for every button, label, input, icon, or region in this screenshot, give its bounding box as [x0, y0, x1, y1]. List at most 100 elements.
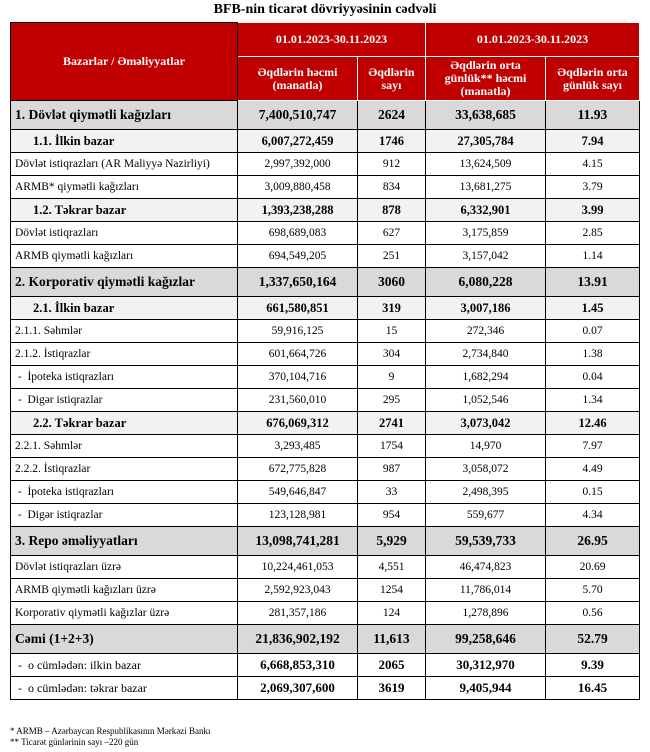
cell-avg-count: 1.45: [545, 296, 640, 320]
cell-count: 1254: [357, 578, 426, 602]
cell-volume: 59,916,125: [237, 319, 358, 343]
table-row: - Digər istiqrazlar 123,128,981 954 559,677…: [10, 503, 640, 527]
cell-count: 2741: [357, 411, 426, 435]
row-label: ARMB* qiymətli kağızları: [10, 175, 238, 199]
cell-avg-volume: 6,080,228: [425, 267, 546, 297]
row-label: ARMB qiymətli kağızları: [10, 244, 238, 268]
row-label: 2.1. İlkin bazar: [10, 296, 238, 320]
cell-avg-volume: 3,157,042: [425, 244, 546, 268]
cell-count: 319: [357, 296, 426, 320]
table-row: Dövlət istiqrazları (AR Maliyyə Nazirliy…: [10, 152, 640, 176]
cell-volume: 1,337,650,164: [237, 267, 358, 297]
cell-avg-count: 5.70: [545, 578, 640, 602]
cell-volume: 13,098,741,281: [237, 526, 358, 556]
cell-volume: 10,224,461,053: [237, 555, 358, 579]
cell-avg-count: 4.34: [545, 503, 640, 527]
cell-avg-volume: 9,405,944: [425, 676, 546, 700]
cell-avg-count: 16.45: [545, 676, 640, 700]
row-label: 2.1.2. İstiqrazlar: [10, 342, 238, 366]
footnote-armb: * ARMB – Azərbaycan Respublikasının Mərk…: [10, 726, 211, 736]
table-row: 2.1.2. İstiqrazlar 601,664,726 304 2,734,84…: [10, 342, 640, 366]
cell-avg-count: 3.79: [545, 175, 640, 199]
cell-avg-count: 11.93: [545, 100, 640, 130]
row-label: 1. Dövlət qiymətli kağızları: [10, 100, 238, 130]
cell-volume: 2,592,923,043: [237, 578, 358, 602]
cell-count: 9: [357, 365, 426, 389]
table-row: 1.2. Təkrar bazar 1,393,238,288 878 6,332,9…: [10, 198, 640, 222]
cell-count: 987: [357, 457, 426, 481]
cell-avg-count: 26.95: [545, 526, 640, 556]
cell-avg-count: 0.07: [545, 319, 640, 343]
table-row: - o cümlədən: təkrar bazar 2,069,307,600 3…: [10, 676, 640, 700]
cell-avg-count: 7.97: [545, 434, 640, 458]
cell-count: 1746: [357, 129, 426, 153]
cell-count: 627: [357, 221, 426, 245]
header-period-2: 01.01.2023-30.11.2023: [425, 22, 640, 57]
cell-avg-volume: 99,258,646: [425, 624, 546, 654]
cell-count: 2624: [357, 100, 426, 130]
table-row: Cəmi (1+2+3) 21,836,902,192 11,613 99,258,6…: [10, 624, 640, 654]
row-label: - o cümlədən: təkrar bazar: [10, 676, 238, 700]
cell-avg-count: 0.15: [545, 480, 640, 504]
cell-avg-volume: 27,305,784: [425, 129, 546, 153]
table-row: Korporativ qiymətli kağızlar üzrə 281,357…: [10, 601, 640, 625]
row-label: Korporativ qiymətli kağızlar üzrə: [10, 601, 238, 625]
cell-avg-volume: 13,681,275: [425, 175, 546, 199]
cell-count: 954: [357, 503, 426, 527]
cell-count: 834: [357, 175, 426, 199]
cell-volume: 1,393,238,288: [237, 198, 358, 222]
row-label: 3. Repo əməliyyatları: [10, 526, 238, 556]
table-row: ARMB* qiymətli kağızları 3,009,880,458 834…: [10, 175, 640, 199]
cell-volume: 231,560,010: [237, 388, 358, 412]
cell-volume: 21,836,902,192: [237, 624, 358, 654]
cell-avg-volume: 1,278,896: [425, 601, 546, 625]
cell-avg-volume: 33,638,685: [425, 100, 546, 130]
header-period-1: 01.01.2023-30.11.2023: [237, 22, 426, 57]
cell-count: 295: [357, 388, 426, 412]
cell-volume: 601,664,726: [237, 342, 358, 366]
table-row: Dövlət istiqrazları üzrə 10,224,461,053 4,…: [10, 555, 640, 579]
cell-count: 2065: [357, 653, 426, 677]
table-row: - İpoteka istiqrazları 549,646,847 33 2,498…: [10, 480, 640, 504]
table-row: 2.2.2. İstiqrazlar 672,775,828 987 3,058,07…: [10, 457, 640, 481]
cell-avg-volume: 272,346: [425, 319, 546, 343]
cell-avg-count: 9.39: [545, 653, 640, 677]
cell-avg-count: 7.94: [545, 129, 640, 153]
cell-volume: 676,069,312: [237, 411, 358, 435]
footnotes: * ARMB – Azərbaycan Respublikasının Mərk…: [10, 726, 210, 748]
row-label: ARMB qiymətli kağızları üzrə: [10, 578, 238, 602]
cell-avg-volume: 11,786,014: [425, 578, 546, 602]
cell-avg-volume: 13,624,509: [425, 152, 546, 176]
table-row: - Digər istiqrazlar 231,560,010 295 1,052,5…: [10, 388, 640, 412]
cell-volume: 370,104,716: [237, 365, 358, 389]
cell-count: 878: [357, 198, 426, 222]
cell-count: 912: [357, 152, 426, 176]
cell-avg-count: 3.99: [545, 198, 640, 222]
row-label: 2. Korporativ qiymətli kağızlar: [10, 267, 238, 297]
row-label: - o cümlədən: ilkin bazar: [10, 653, 238, 677]
row-label: 2.2.2. İstiqrazlar: [10, 457, 238, 481]
row-label: 2.2. Təkrar bazar: [10, 411, 238, 435]
cell-avg-count: 2.85: [545, 221, 640, 245]
table-row: 2.1. İlkin bazar 661,580,851 319 3,007,186 1…: [10, 296, 640, 320]
table-row: 2.2. Təkrar bazar 676,069,312 2741 3,073,04…: [10, 411, 640, 435]
row-label: Cəmi (1+2+3): [10, 624, 238, 654]
cell-avg-volume: 6,332,901: [425, 198, 546, 222]
row-label: - Digər istiqrazlar: [10, 503, 238, 527]
cell-avg-volume: 3,073,042: [425, 411, 546, 435]
row-label: 2.2.1. Səhmlər: [10, 434, 238, 458]
cell-volume: 549,646,847: [237, 480, 358, 504]
cell-volume: 6,007,272,459: [237, 129, 358, 153]
row-label: Dövlət istiqrazları (AR Maliyyə Nazirliy…: [10, 152, 238, 176]
table-row: 2.2.1. Səhmlər 3,293,485 1754 14,970 7.97: [10, 434, 640, 458]
cell-avg-volume: 59,539,733: [425, 526, 546, 556]
cell-avg-volume: 30,312,970: [425, 653, 546, 677]
cell-volume: 123,128,981: [237, 503, 358, 527]
header-markets: Bazarlar / Əməliyyatlar: [10, 22, 238, 101]
footnote-trading-days: ** Ticarət günlərinin sayı –220 gün: [10, 737, 139, 747]
cell-count: 15: [357, 319, 426, 343]
cell-avg-count: 1.14: [545, 244, 640, 268]
header-avg-count: Əqdlərin orta günlük sayı: [545, 56, 640, 101]
turnover-table: Bazarlar / Əməliyyatlar 01.01.2023-30.11…: [10, 22, 640, 700]
cell-count: 33: [357, 480, 426, 504]
